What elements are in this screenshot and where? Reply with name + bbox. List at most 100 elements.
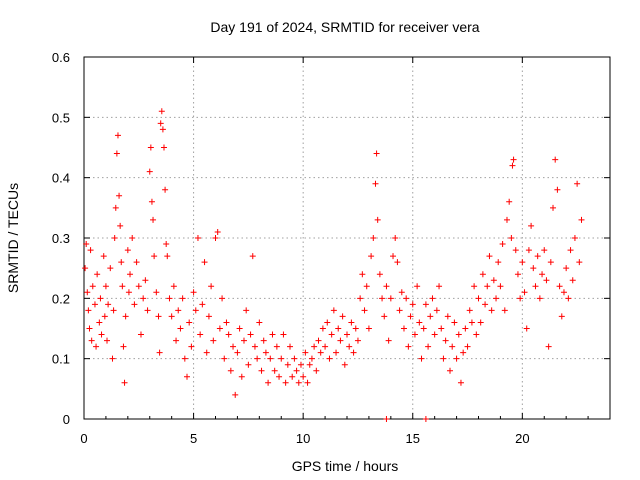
y-tick-label: 0.6 (52, 50, 70, 65)
data-point (462, 325, 469, 332)
data-point (556, 283, 563, 290)
data-point (400, 325, 407, 332)
data-point (339, 313, 346, 320)
data-point (525, 247, 532, 254)
data-point (232, 391, 239, 398)
data-point (468, 319, 475, 326)
data-point (122, 313, 129, 320)
data-point (475, 295, 482, 302)
data-point (372, 180, 379, 187)
data-point (87, 247, 94, 254)
data-point (297, 361, 304, 368)
data-point (392, 235, 399, 241)
data-point (148, 198, 155, 205)
data-point (160, 144, 167, 151)
data-point (514, 271, 521, 278)
data-point (192, 307, 199, 314)
data-point (484, 283, 491, 290)
data-point (111, 235, 118, 241)
data-point (385, 337, 392, 344)
data-point (97, 295, 104, 302)
data-point (436, 283, 443, 290)
axis-ticks: 0 5 10 15 20 0 0.1 0.2 0.3 0.4 0.5 0.6 (52, 50, 610, 446)
data-point (93, 343, 100, 350)
x-tick-label: 0 (80, 431, 87, 446)
x-tick-label: 15 (406, 431, 420, 446)
data-point (109, 355, 116, 362)
data-point (429, 295, 436, 302)
data-point (104, 337, 111, 344)
data-point (313, 367, 320, 374)
data-point (493, 295, 500, 302)
data-point (151, 253, 158, 260)
data-point (381, 313, 388, 320)
data-point (300, 373, 307, 380)
data-point (287, 343, 294, 350)
data-point (181, 355, 188, 362)
data-point (158, 108, 165, 115)
data-point (271, 367, 278, 374)
x-tick-label: 20 (515, 431, 529, 446)
data-point (405, 343, 412, 350)
data-point (565, 295, 572, 302)
data-point (163, 241, 170, 248)
data-point (147, 144, 154, 151)
x-tick-label: 5 (190, 431, 197, 446)
data-point (414, 283, 421, 290)
data-point (317, 349, 324, 356)
data-point (96, 319, 103, 326)
data-point (166, 295, 173, 302)
data-points (82, 108, 585, 422)
data-point (490, 277, 497, 284)
data-point (188, 343, 195, 350)
data-point (135, 283, 142, 290)
data-point (304, 379, 311, 386)
data-point (113, 150, 120, 157)
data-point (137, 331, 144, 338)
data-point (302, 349, 309, 356)
data-point (208, 283, 215, 290)
data-point (509, 162, 516, 169)
data-point (311, 343, 318, 350)
data-point (86, 325, 93, 332)
data-point (337, 337, 344, 344)
data-point (278, 355, 285, 362)
data-point (333, 349, 340, 356)
data-point (124, 247, 131, 254)
data-point (409, 301, 416, 308)
data-point (85, 307, 92, 314)
data-point (510, 156, 517, 163)
data-point (517, 295, 524, 302)
data-point (177, 325, 184, 332)
data-point (89, 283, 96, 290)
data-point (425, 343, 432, 350)
data-point (571, 235, 578, 241)
data-point (120, 343, 127, 350)
data-point (438, 325, 445, 332)
data-point (379, 295, 386, 302)
data-point (156, 349, 163, 356)
data-point (293, 367, 300, 374)
data-point (199, 301, 206, 308)
data-point (394, 259, 401, 266)
data-point (365, 325, 372, 332)
data-point (227, 367, 234, 374)
data-point (477, 319, 484, 326)
data-point (273, 343, 280, 350)
data-point (168, 313, 175, 320)
data-point (114, 132, 121, 139)
data-point (140, 295, 147, 302)
data-point (512, 247, 519, 254)
data-point (101, 313, 108, 320)
data-point (105, 301, 112, 308)
data-point (100, 253, 107, 260)
data-point (197, 331, 204, 338)
data-point (144, 307, 151, 314)
data-point (289, 373, 296, 380)
data-point (497, 283, 504, 290)
data-point (560, 289, 567, 296)
data-point (508, 235, 515, 241)
y-tick-label: 0 (63, 412, 70, 427)
data-point (486, 253, 493, 260)
data-point (249, 253, 256, 260)
